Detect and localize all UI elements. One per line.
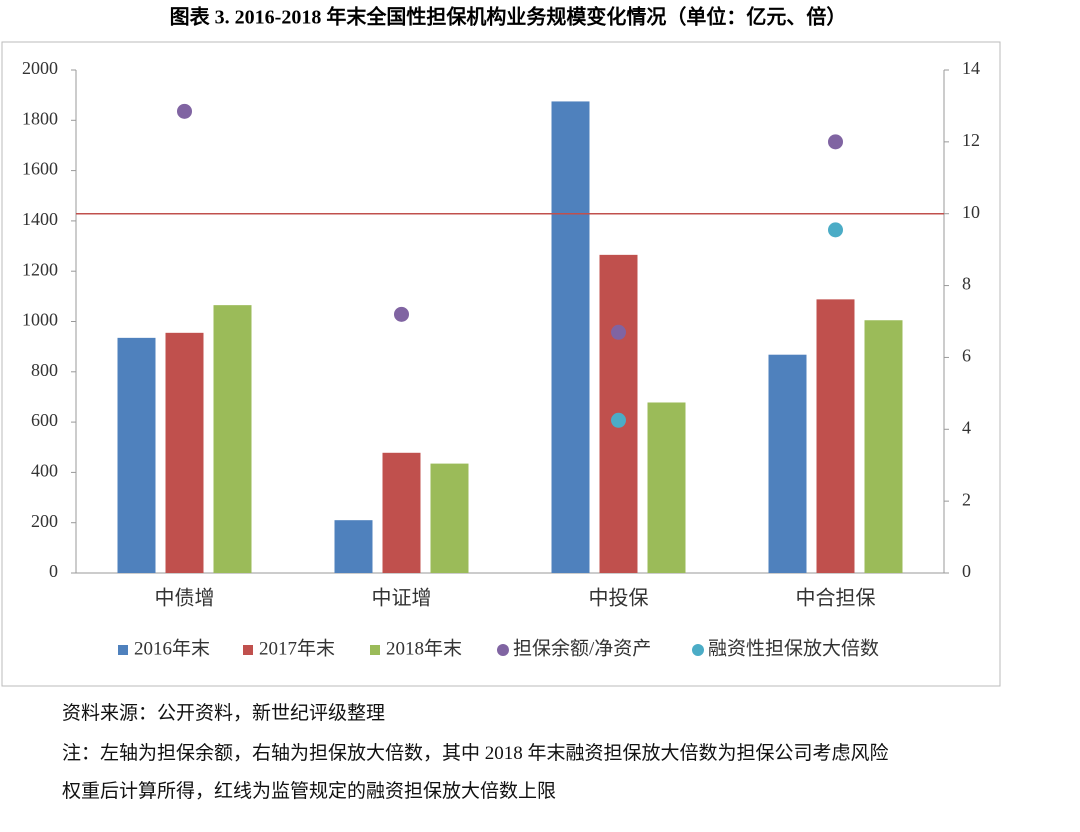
y2-tick-label: 14	[962, 58, 980, 78]
legend-label: 2017年末	[259, 637, 335, 659]
x-tick-label: 中投保	[589, 587, 649, 610]
bar	[165, 332, 204, 573]
y-tick-label: 1600	[22, 159, 58, 179]
bar	[117, 337, 156, 573]
y2-tick-label: 2	[962, 489, 971, 509]
point	[177, 103, 192, 119]
y-tick-label: 1400	[22, 209, 58, 229]
point	[828, 134, 843, 150]
bar	[430, 463, 469, 573]
chart-title: 图表 3. 2016-2018 年末全国性担保机构业务规模变化情况（单位：亿元、…	[170, 5, 847, 29]
y2-tick-label: 12	[962, 130, 980, 150]
bar	[382, 452, 421, 573]
y2-tick-label: 8	[962, 274, 971, 294]
y-tick-label: 2000	[22, 58, 58, 78]
bar	[864, 320, 903, 573]
point	[611, 412, 626, 428]
legend-label: 担保余额/净资产	[513, 637, 651, 659]
legend-label: 融资性担保放大倍数	[708, 637, 879, 659]
y2-tick-label: 10	[962, 202, 980, 222]
point	[828, 222, 843, 238]
note-line: 注：左轴为担保余额，右轴为担保放大倍数，其中 2018 年末融资担保放大倍数为担…	[62, 743, 889, 764]
y2-tick-label: 4	[962, 417, 971, 437]
bar	[816, 299, 855, 573]
bar	[213, 305, 252, 573]
y-tick-label: 1200	[22, 259, 58, 279]
y-tick-label: 200	[31, 511, 58, 531]
x-tick-label: 中债增	[155, 587, 215, 610]
note-line: 权重后计算所得，红线为监管规定的融资担保放大倍数上限	[62, 781, 557, 802]
y-tick-label: 600	[31, 410, 58, 430]
x-tick-label: 中证增	[372, 587, 432, 610]
source: 资料来源：公开资料，新世纪评级整理	[62, 703, 386, 724]
y2-tick-label: 6	[962, 346, 971, 366]
x-tick-label: 中合担保	[796, 587, 876, 610]
legend-label: 2016年末	[134, 637, 210, 659]
bar	[647, 402, 686, 573]
y-tick-label: 0	[49, 561, 58, 581]
point	[611, 324, 626, 340]
bar	[334, 520, 373, 573]
bar	[768, 354, 807, 573]
point	[394, 306, 409, 322]
y-tick-label: 400	[31, 461, 58, 481]
legend-marker	[370, 645, 380, 655]
legend-marker	[118, 645, 128, 655]
legend-marker	[243, 645, 253, 655]
legend-marker	[692, 644, 704, 656]
y-tick-label: 1000	[22, 310, 58, 330]
legend-label: 2018年末	[386, 637, 462, 659]
chart-frame	[1, 41, 1001, 687]
y-tick-label: 800	[31, 360, 58, 380]
y-tick-label: 1800	[22, 108, 58, 128]
legend-marker	[497, 644, 509, 656]
bar	[551, 101, 590, 573]
chart: 图表 3. 2016-2018 年末全国性担保机构业务规模变化情况（单位：亿元、…	[1, 5, 1001, 687]
y2-tick-label: 0	[962, 561, 971, 581]
